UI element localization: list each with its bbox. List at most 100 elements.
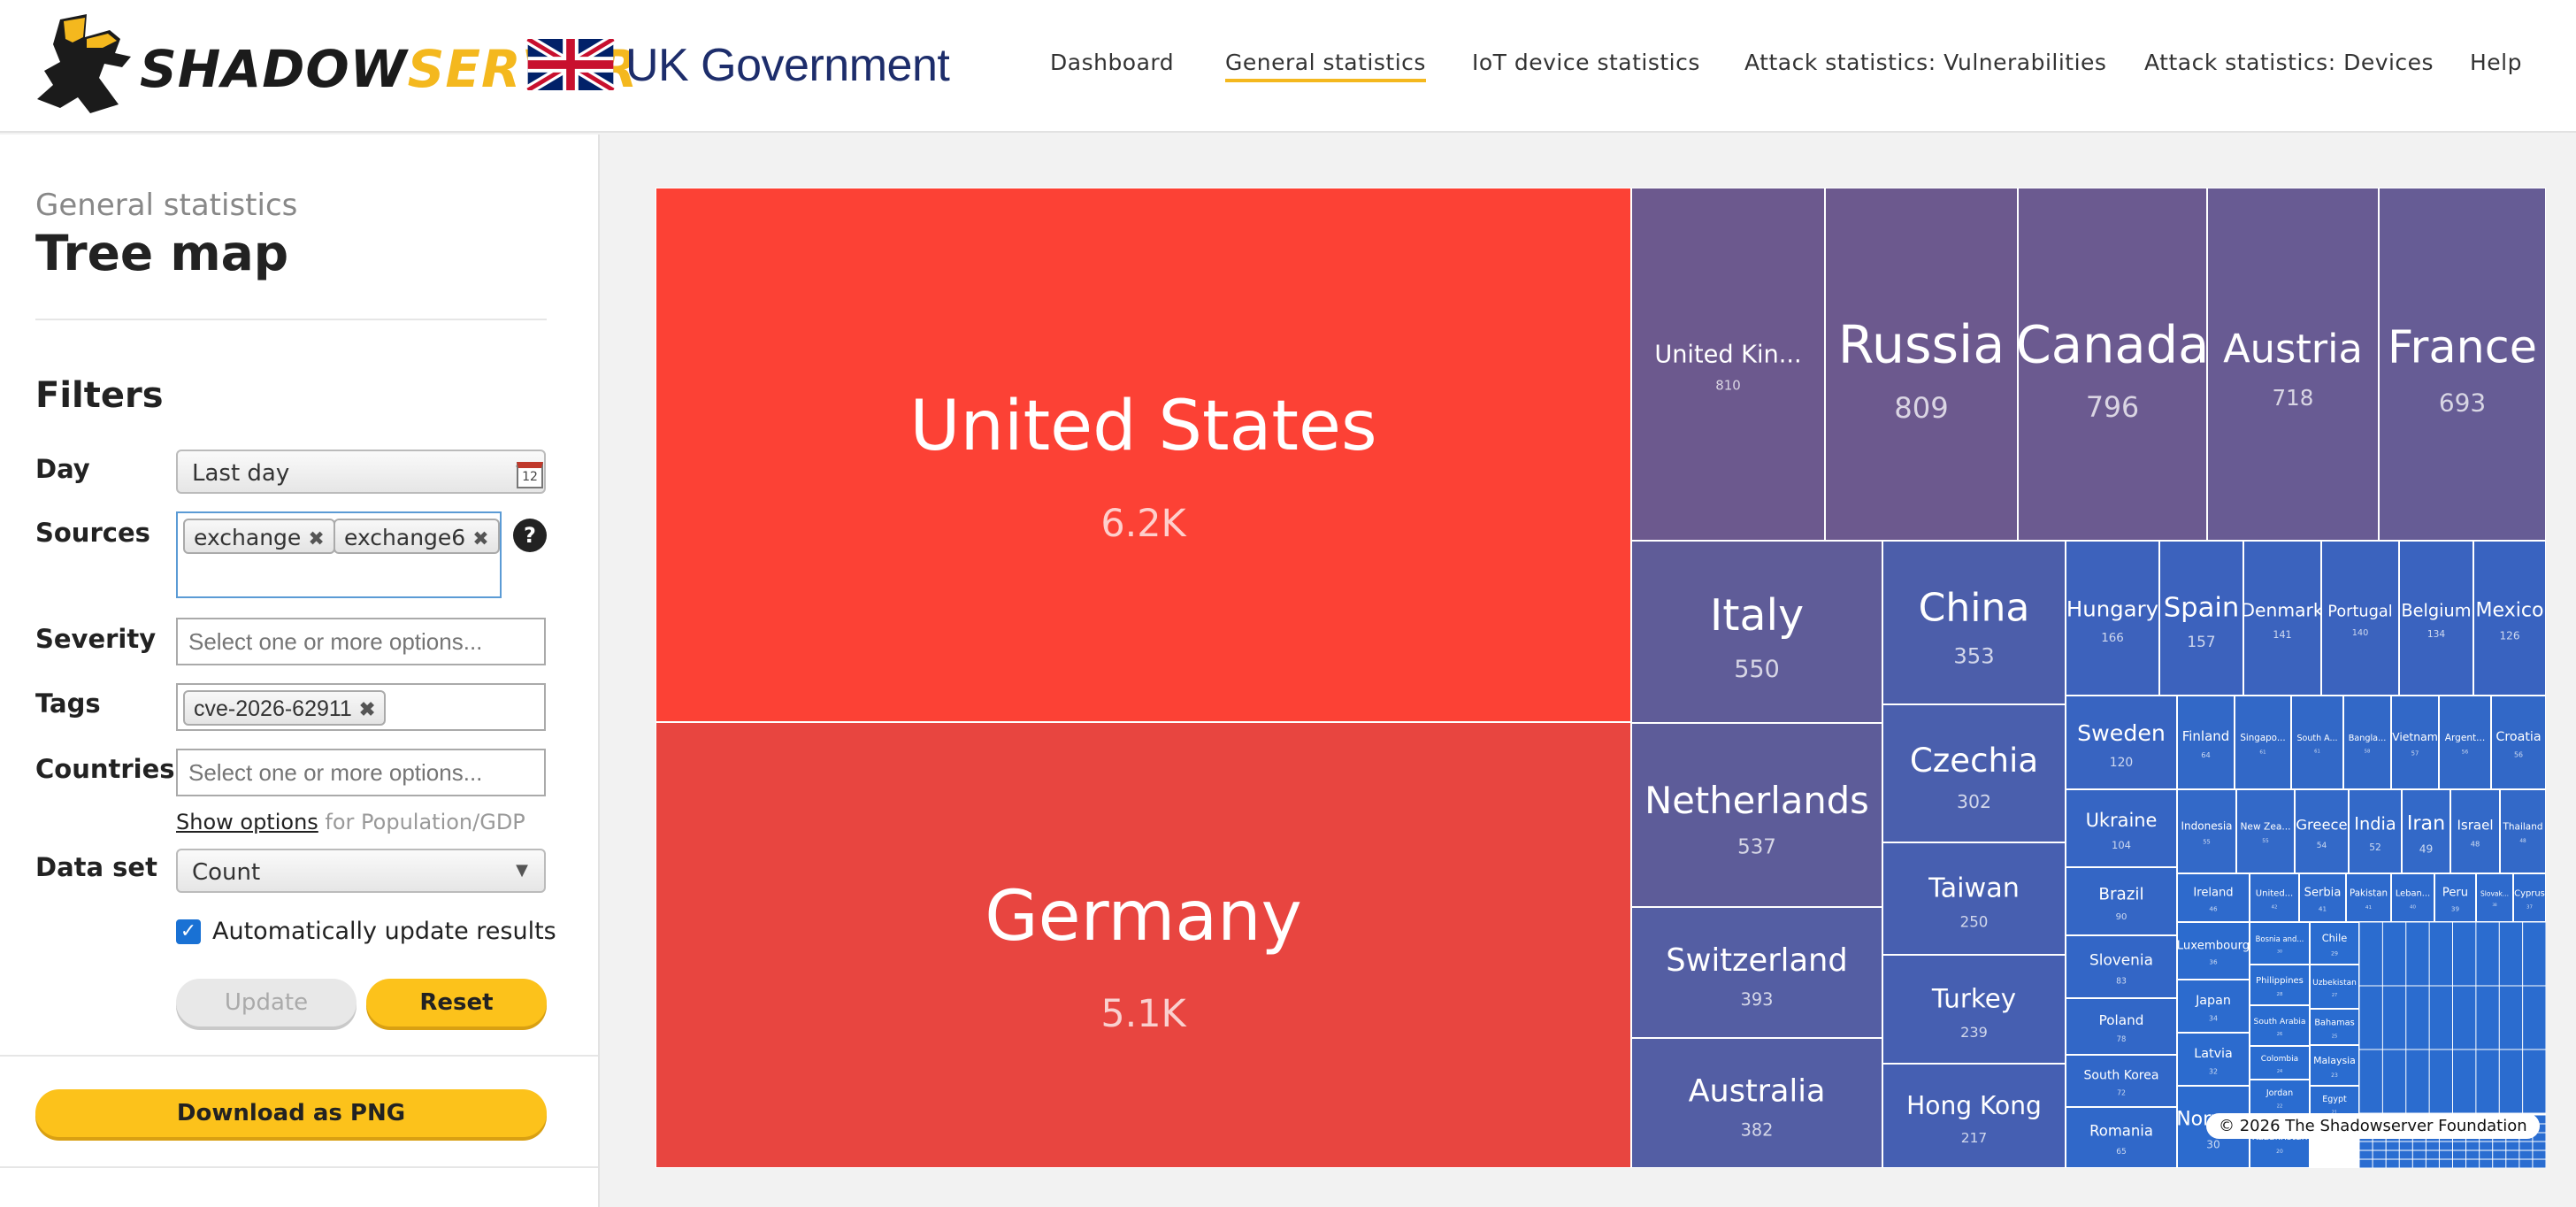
treemap-cell-small[interactable] (2406, 986, 2429, 1049)
nav-dashboard[interactable]: Dashboard (1050, 50, 1175, 75)
treemap-cell-chile[interactable] (2311, 923, 2358, 964)
treemap-cell-small[interactable] (2359, 1150, 2373, 1159)
treemap-cell-small[interactable] (2476, 1049, 2499, 1113)
treemap-cell-small[interactable] (2476, 986, 2499, 1049)
treemap-cell-mexico[interactable] (2474, 542, 2545, 695)
treemap-cell-ukraine[interactable] (2066, 790, 2176, 866)
treemap-cell-small[interactable] (2523, 922, 2546, 986)
treemap-cell-bangla[interactable] (2344, 696, 2390, 788)
treemap-cell-israel[interactable] (2451, 790, 2499, 873)
calendar-icon[interactable]: 12 (517, 462, 543, 488)
treemap-cell-small[interactable] (2533, 1115, 2546, 1124)
treemap-cell-small[interactable] (2453, 1159, 2466, 1168)
treemap-cell-small[interactable] (2429, 1049, 2452, 1113)
shadowserver-logo[interactable]: SHADOWSERVER (34, 12, 638, 117)
treemap-cell-finland[interactable] (2178, 696, 2234, 788)
dataset-select[interactable]: Count ▼ (176, 849, 546, 893)
treemap-cell-colombia[interactable] (2250, 1047, 2309, 1079)
treemap-cell-small[interactable] (2373, 1142, 2386, 1150)
treemap-cell-small[interactable] (2533, 1133, 2546, 1142)
treemap-cell-serbia[interactable] (2300, 874, 2345, 921)
treemap-cell-bahamas[interactable] (2311, 1010, 2358, 1044)
treemap-cell-cyprus[interactable] (2514, 874, 2545, 921)
treemap-cell-small[interactable] (2399, 1150, 2412, 1159)
treemap-cell-malaysia[interactable] (2311, 1046, 2358, 1085)
treemap-cell-small[interactable] (2523, 986, 2546, 1049)
treemap-cell-slovak[interactable] (2477, 874, 2512, 921)
treemap-cell-russia[interactable] (1826, 188, 2017, 540)
treemap-cell-new-zea[interactable] (2237, 790, 2294, 873)
treemap-cell-small[interactable] (2406, 922, 2429, 986)
treemap-cell-pakistan[interactable] (2347, 874, 2390, 921)
treemap-cell-small[interactable] (2382, 1049, 2406, 1113)
treemap-cell-south-arabia[interactable] (2250, 1006, 2309, 1045)
treemap-cell-united-states[interactable] (656, 188, 1630, 721)
treemap-cell-argent[interactable] (2440, 696, 2490, 788)
treemap-cell-small[interactable] (2382, 922, 2406, 986)
treemap-cell-latvia[interactable] (2178, 1034, 2249, 1085)
treemap-cell-small[interactable] (2359, 986, 2382, 1049)
treemap-cell-france[interactable] (2380, 188, 2545, 540)
treemap-cell-united[interactable] (2250, 874, 2298, 921)
treemap-cell-small[interactable] (2386, 1159, 2399, 1168)
treemap-cell-turkey[interactable] (1883, 956, 2065, 1063)
treemap-cell-united-kin[interactable] (1632, 188, 1824, 540)
reset-button[interactable]: Reset (366, 979, 547, 1026)
treemap-cell-small[interactable] (2519, 1159, 2533, 1168)
treemap-cell-brazil[interactable] (2066, 868, 2176, 934)
treemap-cell-small[interactable] (2499, 1049, 2523, 1113)
treemap-cell-small[interactable] (2399, 1159, 2412, 1168)
treemap-cell-denmark[interactable] (2244, 542, 2320, 695)
day-select[interactable]: Last day ▼ (176, 450, 546, 494)
treemap-cell-thailand[interactable] (2501, 790, 2545, 873)
treemap-cell-south-korea[interactable] (2066, 1056, 2176, 1106)
treemap-cell-small[interactable] (2359, 922, 2382, 986)
treemap-cell-small[interactable] (2439, 1159, 2452, 1168)
treemap-cell-small[interactable] (2493, 1150, 2506, 1159)
treemap-cell-small[interactable] (2480, 1150, 2493, 1159)
treemap-cell-small[interactable] (2506, 1150, 2519, 1159)
treemap-cell-small[interactable] (2533, 1142, 2546, 1150)
treemap-cell-small[interactable] (2480, 1142, 2493, 1150)
treemap-cell-portugal[interactable] (2322, 542, 2398, 695)
treemap-cell-austria[interactable] (2208, 188, 2378, 540)
remove-tag-icon[interactable]: ✖ (472, 528, 489, 550)
treemap-cell-philippines[interactable] (2250, 965, 2309, 1004)
treemap-cell-leban[interactable] (2392, 874, 2434, 921)
treemap-cell-taiwan[interactable] (1883, 843, 2065, 954)
treemap-cell-small[interactable] (2519, 1150, 2533, 1159)
treemap-cell-small[interactable] (2453, 986, 2476, 1049)
sources-multiselect[interactable]: exchange ✖ exchange6 ✖ (176, 511, 502, 598)
treemap-cell-romania[interactable] (2066, 1108, 2176, 1167)
treemap-cell-small[interactable] (2359, 1049, 2382, 1113)
treemap-cell-small[interactable] (2399, 1142, 2412, 1150)
treemap-cell-small[interactable] (2382, 986, 2406, 1049)
treemap-cell-small[interactable] (2499, 922, 2523, 986)
treemap-cell-small[interactable] (2386, 1150, 2399, 1159)
nav-attack-devices[interactable]: Attack statistics: Devices (2144, 50, 2434, 75)
treemap-cell-luxembourg[interactable] (2178, 923, 2249, 979)
treemap-cell-singapo[interactable] (2235, 696, 2290, 788)
treemap-cell-small[interactable] (2466, 1142, 2480, 1150)
treemap-cell-small[interactable] (2429, 986, 2452, 1049)
nav-general-statistics[interactable]: General statistics (1225, 50, 1426, 82)
tags-multiselect[interactable]: cve-2026-62911 ✖ (176, 683, 546, 731)
treemap-cell-jordan[interactable] (2250, 1080, 2309, 1114)
auto-update-checkbox[interactable]: ✓ (176, 919, 201, 944)
show-options-link[interactable]: Show options (176, 810, 318, 834)
treemap-cell-small[interactable] (2373, 1159, 2386, 1168)
update-button[interactable]: Update (176, 979, 356, 1026)
countries-input[interactable] (176, 749, 546, 796)
severity-input[interactable] (176, 618, 546, 665)
treemap-cell-small[interactable] (2406, 1049, 2429, 1113)
treemap-cell-small[interactable] (2453, 1150, 2466, 1159)
nav-iot-device-statistics[interactable]: IoT device statistics (1472, 50, 1700, 75)
treemap-cell-uzbekistan[interactable] (2311, 965, 2358, 1008)
nav-attack-vulnerabilities[interactable]: Attack statistics: Vulnerabilities (1744, 50, 2107, 75)
treemap-cell-small[interactable] (2359, 1159, 2373, 1168)
treemap-cell-germany[interactable] (656, 723, 1630, 1167)
treemap-cell-hungary[interactable] (2066, 542, 2158, 695)
treemap-cell-small[interactable] (2426, 1150, 2439, 1159)
treemap-cell-small[interactable] (2519, 1142, 2533, 1150)
treemap-cell-small[interactable] (2373, 1150, 2386, 1159)
